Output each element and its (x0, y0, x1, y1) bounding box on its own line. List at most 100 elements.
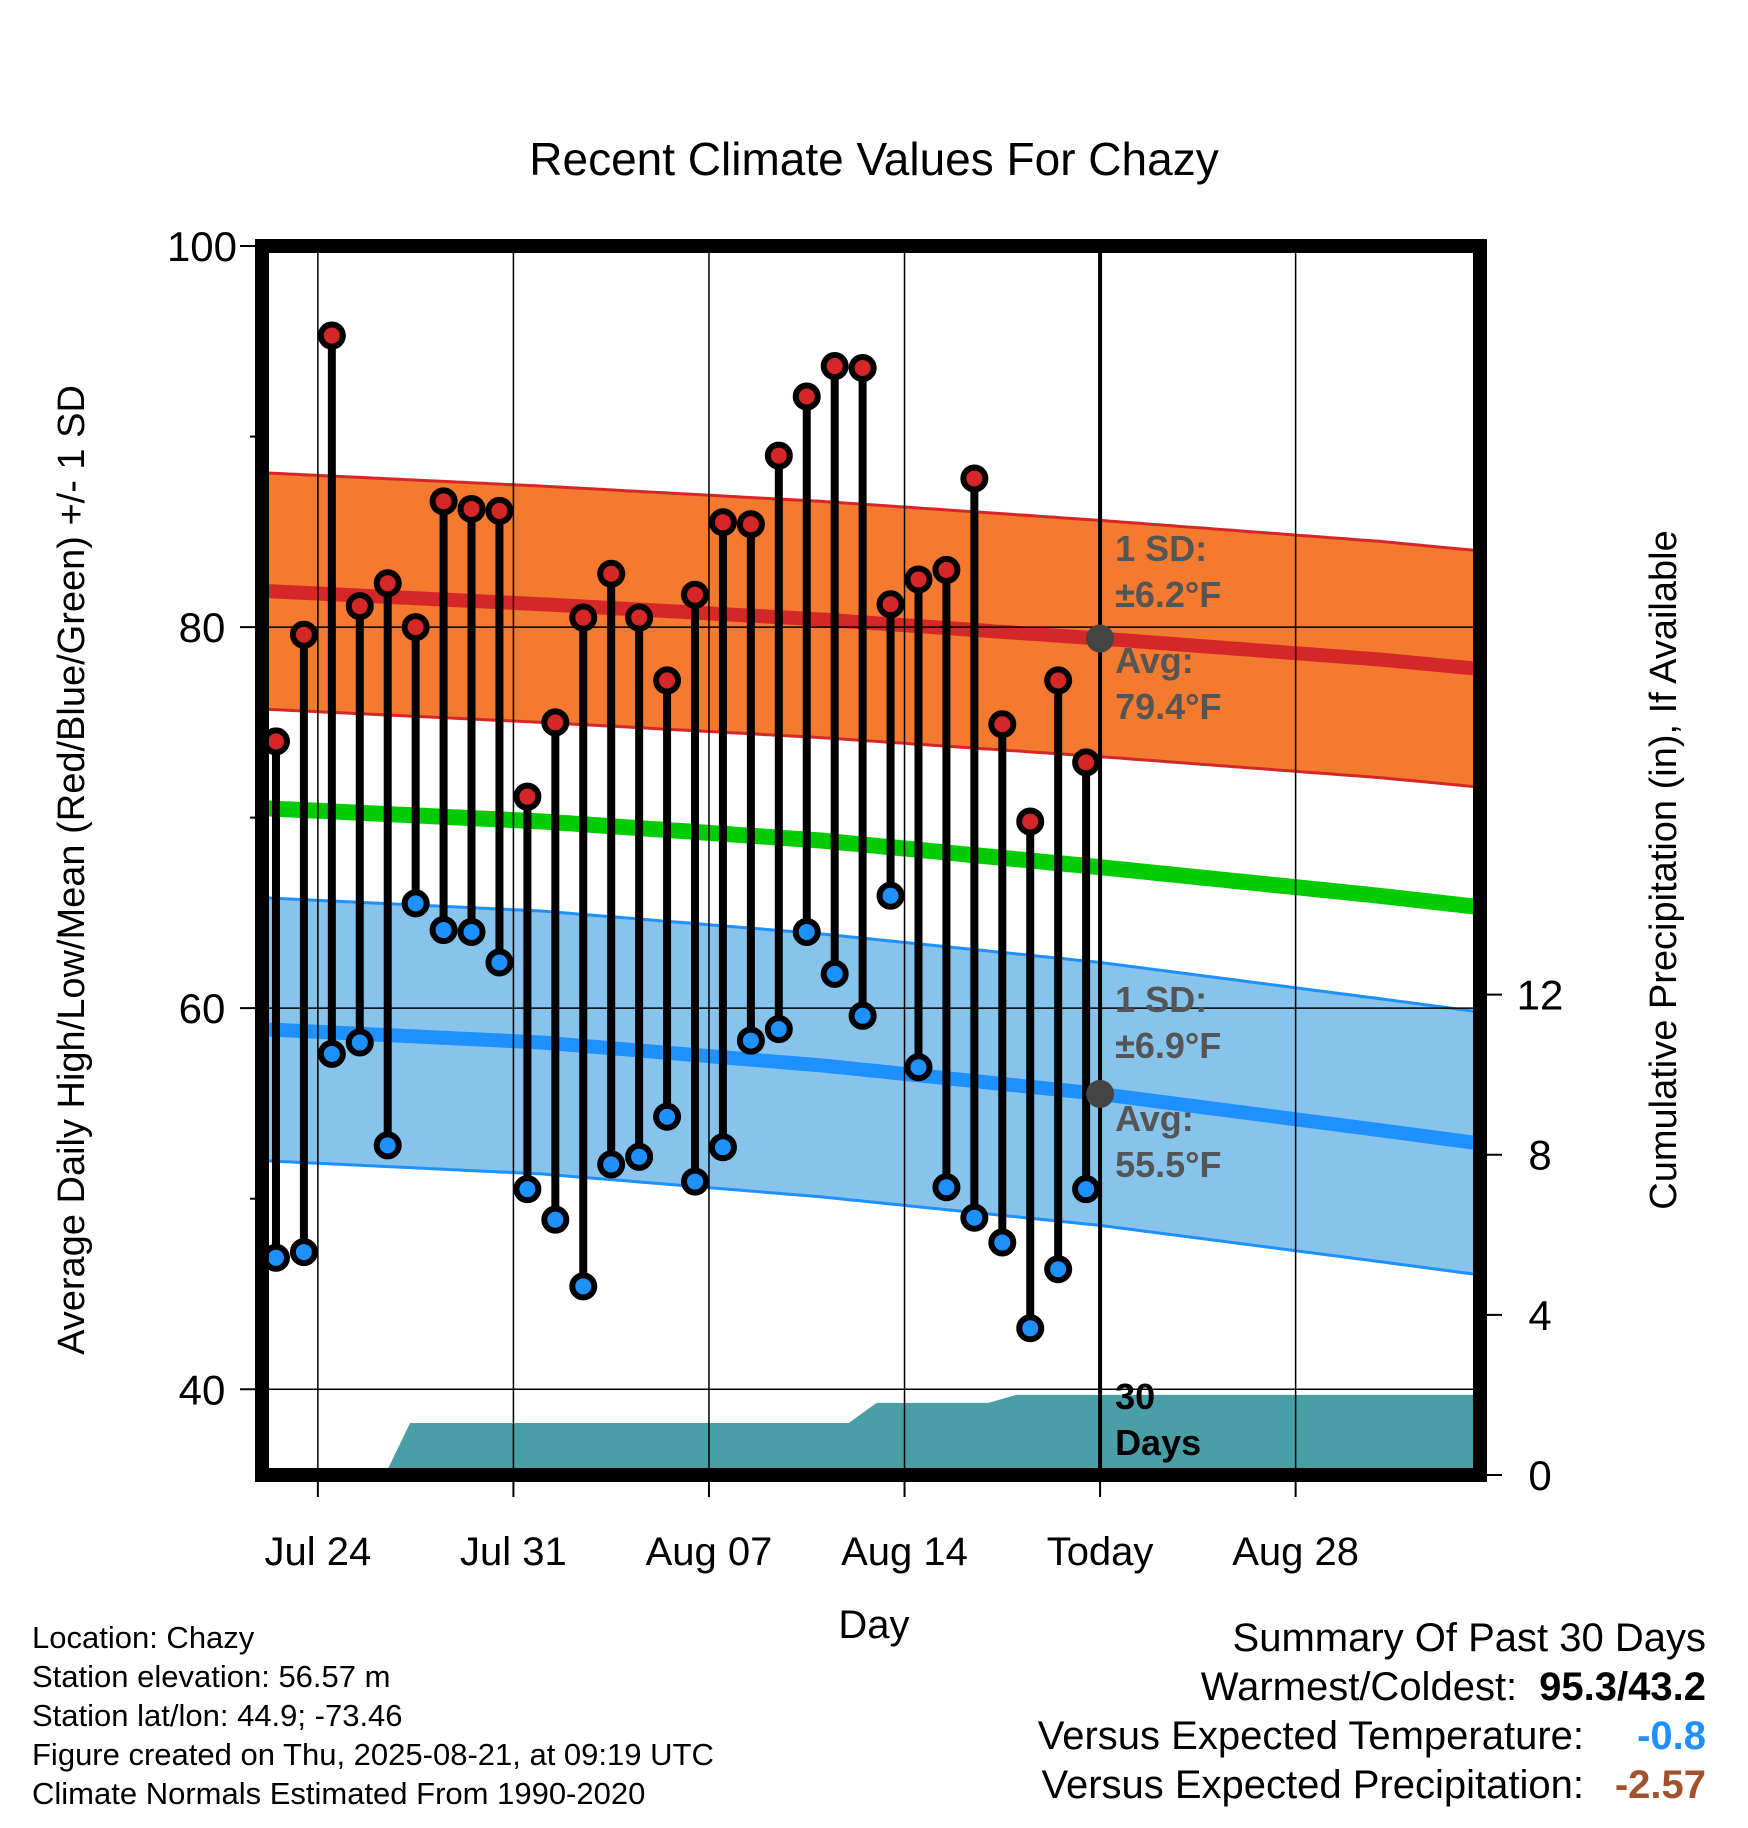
low-sd-annotation-1: 1 SD: (1115, 979, 1207, 1020)
x-tick-label: Aug 28 (1232, 1530, 1359, 1574)
high-sd-lower-edge (261, 707, 1481, 789)
warm-cold-label: Warmest/Coldest: (1200, 1665, 1518, 1709)
normal-mean-line (261, 800, 1481, 916)
normal-low-line (261, 1022, 1481, 1151)
daily-low-point (1016, 1314, 1045, 1343)
daily-low-point (429, 916, 458, 945)
daily-high-point (289, 620, 318, 649)
daily-low-point (708, 1133, 737, 1162)
daily-low-point (289, 1238, 318, 1267)
summary-temp: Versus Expected Temperature: -0.8 (1038, 1712, 1706, 1761)
low-avg-annotation-2: 55.5°F (1115, 1144, 1221, 1185)
daily-high-point (401, 613, 430, 642)
low-sd-band (262, 897, 1480, 1275)
daily-high-point (485, 496, 514, 525)
x-tick-label: Jul 24 (264, 1530, 371, 1574)
station-info: Location: Chazy Station elevation: 56.57… (32, 1618, 714, 1813)
high-sd-upper-edge (261, 471, 1481, 553)
daily-low-point (513, 1175, 542, 1204)
daily-high-point (317, 321, 346, 350)
cumulative-precip-area (262, 1394, 1480, 1475)
low-sd-upper-edge (261, 896, 1481, 1014)
latlon-text: Station lat/lon: 44.9; -73.46 (32, 1698, 403, 1733)
daily-low-point (317, 1039, 346, 1068)
daily-high-point (792, 382, 821, 411)
daily-high-point (1072, 748, 1101, 777)
x-tick-label: Today (1047, 1530, 1154, 1574)
daily-low-point (848, 1001, 877, 1030)
daily-low-point (1044, 1255, 1073, 1284)
daily-high-point (904, 565, 933, 594)
daily-high-point (513, 782, 542, 811)
daily-high-point (681, 580, 710, 609)
daily-low-point (960, 1203, 989, 1232)
daily-high-point (764, 441, 793, 470)
daily-low-point (345, 1028, 374, 1057)
precip-value: -2.57 (1614, 1763, 1706, 1807)
daily-high-point (708, 508, 737, 537)
daily-low-point (457, 917, 486, 946)
temp-label: Versus Expected Temperature: (1037, 1714, 1584, 1758)
plot-area: 1 SD: ±6.2°F Avg: 79.4°F 1 SD: ±6.9°F Avg: 55.5… (167, 223, 1563, 1574)
window-annotation-2: Days (1115, 1422, 1201, 1463)
y-axis-label: Average Daily High/Low/Mean (Red/Blue/Gr… (51, 385, 93, 1355)
daily-high-point (1044, 666, 1073, 695)
daily-high-point (345, 592, 374, 621)
y-tick-label: 80 (179, 604, 226, 651)
high-sd-annotation-2: ±6.2°F (1115, 574, 1221, 615)
x-axis-label: Day (838, 1603, 909, 1647)
normal-high-line (261, 583, 1481, 676)
y2-tick-label: 8 (1528, 1132, 1551, 1179)
today-normal-low-marker (1086, 1079, 1115, 1108)
summary-panel: Summary Of Past 30 Days Warmest/Coldest:… (1038, 1614, 1706, 1810)
y-tick-label: 100 (167, 223, 237, 270)
low-sd-annotation-2: ±6.9°F (1115, 1025, 1221, 1066)
warm-cold-value: 95.3/43.2 (1539, 1665, 1706, 1709)
created-text: Figure created on Thu, 2025-08-21, at 09… (32, 1737, 714, 1772)
chart-title: Recent Climate Values For Chazy (529, 133, 1218, 185)
temp-value: -0.8 (1637, 1714, 1706, 1758)
daily-high-point (932, 555, 961, 584)
daily-high-point (988, 710, 1017, 739)
daily-low-point (653, 1102, 682, 1131)
window-annotation-1: 30 (1115, 1376, 1155, 1417)
daily-low-point (792, 917, 821, 946)
y2-tick-label: 12 (1517, 972, 1564, 1019)
daily-high-point (569, 603, 598, 632)
plot-frame (255, 239, 1487, 1482)
daily-high-point (373, 569, 402, 598)
x-tick-label: Jul 31 (460, 1530, 567, 1574)
x-tick-label: Aug 14 (841, 1530, 968, 1574)
daily-low-point (876, 881, 905, 910)
daily-low-point (681, 1167, 710, 1196)
high-sd-annotation-1: 1 SD: (1115, 528, 1207, 569)
y2-tick-label: 0 (1528, 1452, 1551, 1499)
precip-label: Versus Expected Precipitation: (1041, 1763, 1584, 1807)
daily-low-point (401, 889, 430, 918)
daily-low-point (932, 1173, 961, 1202)
daily-low-point (541, 1205, 570, 1234)
high-avg-annotation-1: Avg: (1115, 640, 1194, 681)
daily-low-point (373, 1131, 402, 1160)
y2-tick-label: 4 (1528, 1292, 1551, 1339)
daily-high-point (457, 494, 486, 523)
daily-low-point (820, 959, 849, 988)
daily-low-point (736, 1026, 765, 1055)
daily-low-point (904, 1053, 933, 1082)
daily-high-point (848, 353, 877, 382)
x-tick-label: Aug 07 (646, 1530, 773, 1574)
y2-axis-label: Cumulative Precipitation (in), If Availa… (1643, 530, 1685, 1209)
summary-precip: Versus Expected Precipitation: -2.57 (1038, 1761, 1706, 1810)
daily-low-point (597, 1150, 626, 1179)
high-avg-annotation-2: 79.4°F (1115, 686, 1221, 727)
today-normal-high-marker (1086, 624, 1115, 653)
daily-high-point (625, 603, 654, 632)
daily-high-point (1016, 807, 1045, 836)
summary-warm-cold: Warmest/Coldest: 95.3/43.2 (1038, 1663, 1706, 1712)
summary-title: Summary Of Past 30 Days (1232, 1616, 1706, 1660)
daily-low-point (1072, 1175, 1101, 1204)
daily-high-point (960, 464, 989, 493)
daily-high-point (653, 666, 682, 695)
y-tick-label: 40 (179, 1366, 226, 1413)
